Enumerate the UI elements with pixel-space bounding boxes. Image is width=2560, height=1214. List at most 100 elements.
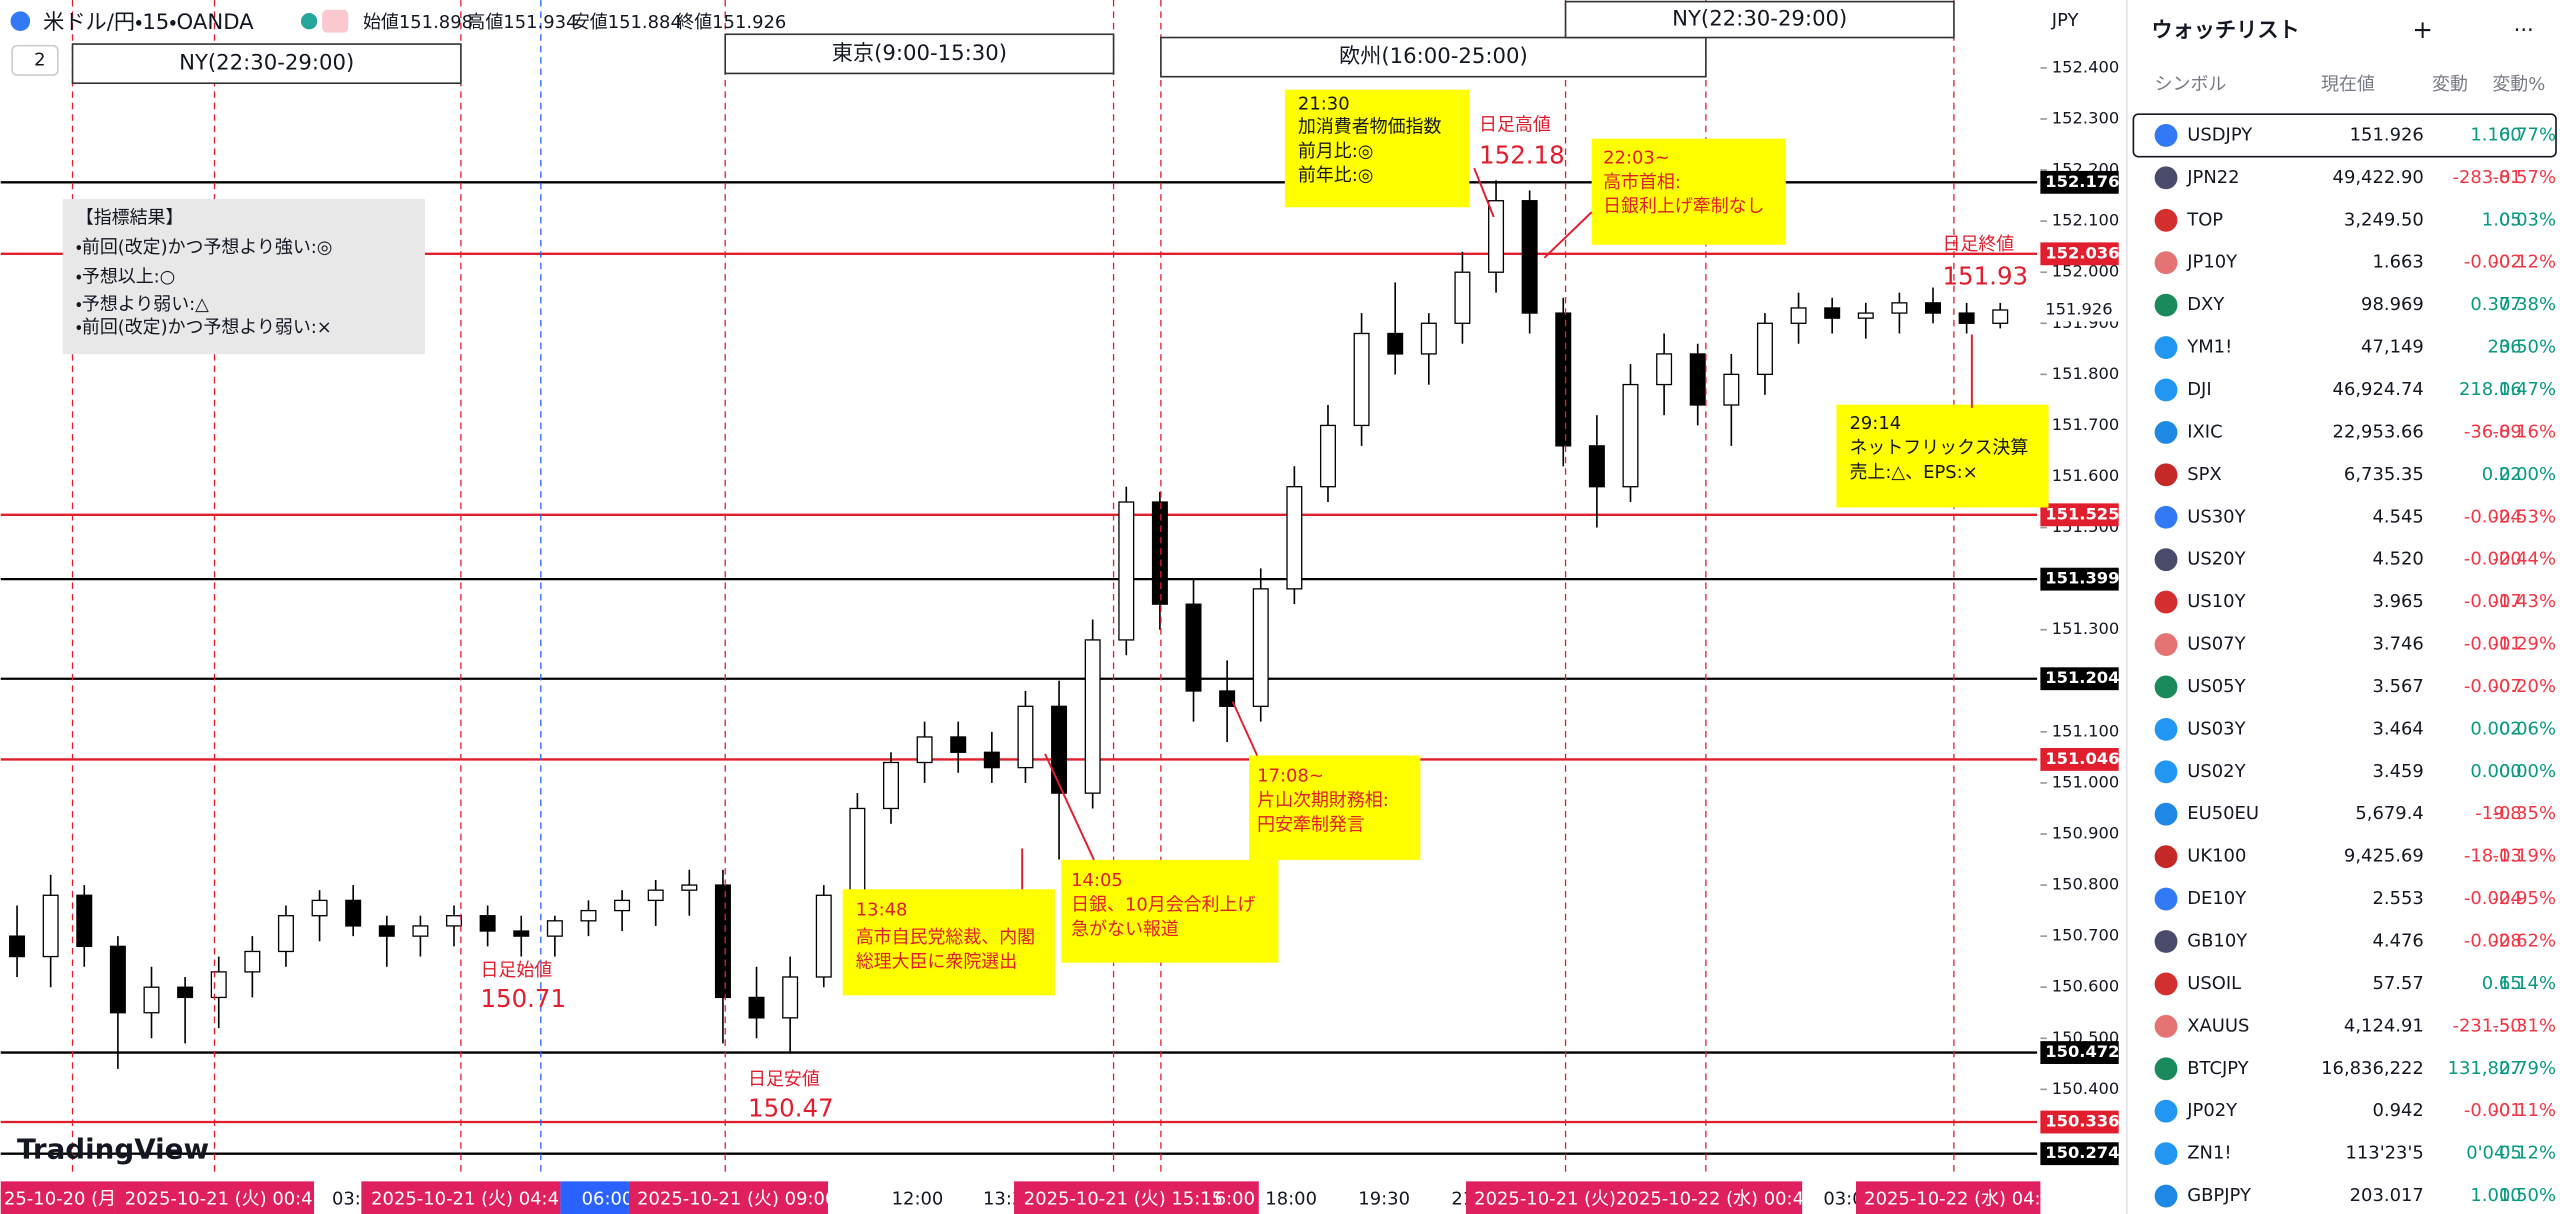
- row-change[interactable]: 1.010: [2470, 1185, 2521, 1206]
- row-price[interactable]: 151.926: [2350, 124, 2424, 145]
- row-change[interactable]: -0.017: [2464, 591, 2522, 612]
- row-change[interactable]: 0.22: [2482, 464, 2522, 485]
- row-symbol[interactable]: DE10Y: [2187, 888, 2246, 909]
- row-price[interactable]: 3.464: [2372, 718, 2423, 739]
- row-price[interactable]: 47,149: [2361, 337, 2424, 358]
- row-price[interactable]: 4.520: [2372, 549, 2423, 570]
- row-symbol[interactable]: USOIL: [2187, 973, 2241, 994]
- row-symbol[interactable]: US10Y: [2187, 591, 2245, 612]
- row-change-pct[interactable]: -0.35%: [2493, 803, 2556, 824]
- row-change[interactable]: -0.028: [2464, 931, 2522, 952]
- row-change-pct[interactable]: -0.12%: [2493, 252, 2556, 273]
- row-symbol[interactable]: DJI: [2187, 379, 2211, 400]
- row-price[interactable]: 98.969: [2361, 294, 2424, 315]
- row-symbol[interactable]: YM1!: [2186, 337, 2232, 358]
- row-price[interactable]: 9,425.69: [2344, 846, 2424, 867]
- row-change[interactable]: 1.160: [2470, 124, 2521, 145]
- row-price[interactable]: 16,836,222: [2321, 1058, 2424, 1079]
- row-change[interactable]: 0.377: [2470, 294, 2521, 315]
- row-change-pct[interactable]: -0.95%: [2493, 888, 2556, 909]
- row-price[interactable]: 1.663: [2372, 252, 2423, 273]
- row-symbol[interactable]: TOP: [2186, 209, 2223, 230]
- layout-toggle[interactable]: [11, 44, 59, 76]
- row-change[interactable]: -36.89: [2464, 421, 2522, 442]
- row-change[interactable]: 0.65: [2482, 973, 2522, 994]
- row-symbol[interactable]: ZN1!: [2187, 1143, 2231, 1164]
- column-header[interactable]: 変動: [2432, 74, 2468, 95]
- row-change[interactable]: -19.8: [2475, 803, 2521, 824]
- row-change-pct[interactable]: 0.00%: [2499, 464, 2556, 485]
- row-change-pct[interactable]: 1.14%: [2499, 973, 2556, 994]
- row-price[interactable]: 22,953.66: [2333, 421, 2424, 442]
- add-button[interactable]: +: [2412, 15, 2433, 44]
- row-change-pct[interactable]: 0.50%: [2499, 337, 2556, 358]
- row-change-pct[interactable]: -0.44%: [2493, 549, 2556, 570]
- selected-row[interactable]: [2132, 113, 2557, 158]
- row-symbol[interactable]: EU50EU: [2187, 803, 2259, 824]
- row-change-pct[interactable]: -5.31%: [2493, 1015, 2556, 1036]
- row-change-pct[interactable]: -0.11%: [2493, 1100, 2556, 1121]
- row-price[interactable]: 2.553: [2372, 888, 2423, 909]
- row-price[interactable]: 49,422.90: [2333, 167, 2424, 188]
- row-price[interactable]: 57.57: [2372, 973, 2423, 994]
- row-change[interactable]: -18.13: [2464, 846, 2522, 867]
- row-change-pct[interactable]: 0.79%: [2499, 1058, 2556, 1079]
- row-change[interactable]: 236: [2487, 337, 2521, 358]
- row-symbol[interactable]: US05Y: [2187, 676, 2245, 697]
- row-change-pct[interactable]: 0.47%: [2499, 379, 2556, 400]
- row-symbol[interactable]: JPN22: [2186, 167, 2239, 188]
- row-change-pct[interactable]: 0.77%: [2499, 124, 2556, 145]
- row-change[interactable]: 0.000: [2470, 761, 2521, 782]
- row-symbol[interactable]: JP10Y: [2186, 252, 2237, 273]
- row-change-pct[interactable]: -0.16%: [2493, 421, 2556, 442]
- more-button[interactable]: ···: [2514, 18, 2534, 43]
- row-symbol[interactable]: GB10Y: [2187, 931, 2247, 952]
- row-price[interactable]: 203.017: [2350, 1185, 2424, 1206]
- row-change[interactable]: -0.002: [2464, 252, 2522, 273]
- row-change-pct[interactable]: -0.19%: [2493, 846, 2556, 867]
- row-symbol[interactable]: BTCJPY: [2187, 1058, 2248, 1079]
- row-change-pct[interactable]: 0.38%: [2499, 294, 2556, 315]
- row-symbol[interactable]: SPX: [2187, 464, 2222, 485]
- row-price[interactable]: 4,124.91: [2344, 1015, 2424, 1036]
- row-change[interactable]: 131,827: [2448, 1058, 2522, 1079]
- row-price[interactable]: 113'23'5: [2345, 1143, 2423, 1164]
- row-symbol[interactable]: GBPJPY: [2187, 1185, 2251, 1206]
- row-price[interactable]: 46,924.74: [2333, 379, 2424, 400]
- row-price[interactable]: 3.965: [2372, 591, 2423, 612]
- row-symbol[interactable]: DXY: [2187, 294, 2224, 315]
- row-symbol[interactable]: US07Y: [2187, 634, 2245, 655]
- row-price[interactable]: 4.476: [2372, 931, 2423, 952]
- row-change[interactable]: 1.05: [2482, 209, 2522, 230]
- watchlist-title[interactable]: ウォッチリスト: [2151, 18, 2299, 43]
- row-symbol[interactable]: US02Y: [2187, 761, 2245, 782]
- row-change[interactable]: 218.16: [2459, 379, 2522, 400]
- row-symbol[interactable]: US03Y: [2187, 718, 2245, 739]
- row-price[interactable]: 4.545: [2372, 506, 2423, 527]
- row-price[interactable]: 6,735.35: [2344, 464, 2424, 485]
- row-price[interactable]: 3.567: [2372, 676, 2423, 697]
- row-change[interactable]: -0.001: [2464, 1100, 2522, 1121]
- row-change-pct[interactable]: -0.43%: [2493, 591, 2556, 612]
- row-symbol[interactable]: XAUUS: [2187, 1015, 2249, 1036]
- row-change[interactable]: -0.011: [2464, 634, 2522, 655]
- row-change[interactable]: -0.020: [2464, 549, 2522, 570]
- column-header[interactable]: シンボル: [2155, 74, 2227, 95]
- row-change-pct[interactable]: 0.00%: [2499, 761, 2556, 782]
- row-price[interactable]: 0.942: [2372, 1100, 2423, 1121]
- row-symbol[interactable]: UK100: [2187, 846, 2246, 867]
- currency[interactable]: JPY: [2051, 10, 2079, 31]
- row-change[interactable]: -283.81: [2452, 167, 2521, 188]
- row-change-pct[interactable]: 0.03%: [2499, 209, 2556, 230]
- row-symbol[interactable]: US20Y: [2187, 549, 2245, 570]
- row-price[interactable]: 3.459: [2372, 761, 2423, 782]
- row-change[interactable]: 0'04'5: [2466, 1143, 2522, 1164]
- column-header[interactable]: 現在値: [2321, 74, 2375, 95]
- row-symbol[interactable]: JP02Y: [2186, 1100, 2237, 1121]
- row-price[interactable]: 5,679.4: [2355, 803, 2423, 824]
- row-change[interactable]: -0.024: [2464, 506, 2522, 527]
- row-change-pct[interactable]: -0.20%: [2493, 676, 2556, 697]
- row-change-pct[interactable]: 0.12%: [2499, 1143, 2556, 1164]
- row-change-pct[interactable]: 0.06%: [2499, 718, 2556, 739]
- row-change-pct[interactable]: 0.50%: [2499, 1185, 2556, 1206]
